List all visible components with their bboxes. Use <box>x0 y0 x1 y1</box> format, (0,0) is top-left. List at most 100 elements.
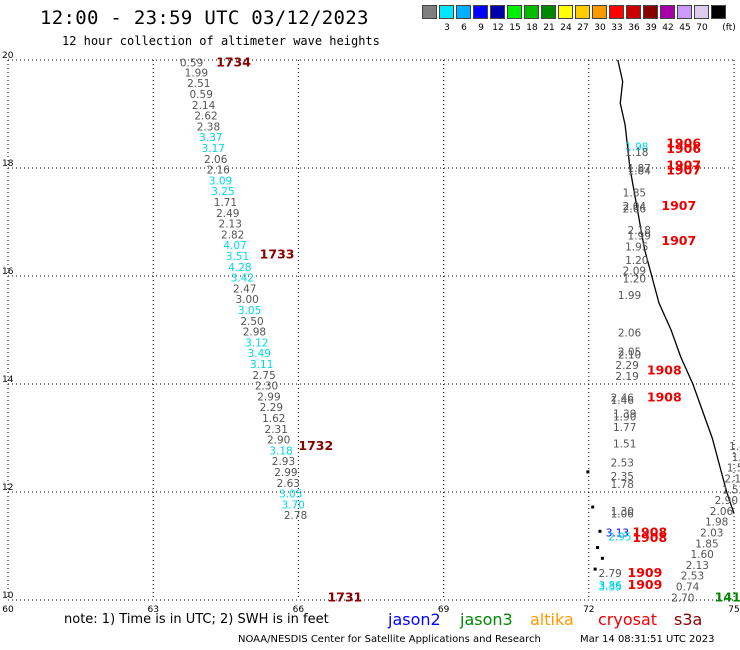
y-tick-label: 16 <box>2 267 14 277</box>
credit-line: NOAA/NESDIS Center for Satellite Applica… <box>238 634 541 645</box>
wave-height-value: 1.06 <box>611 509 635 521</box>
wave-height-value: 2.90 <box>715 495 738 507</box>
wave-height-value: 1.98 <box>705 517 728 529</box>
scale-label: 45 <box>679 23 691 33</box>
wave-height-value: 1.60 <box>732 452 740 464</box>
track-label: 1908 <box>647 363 682 378</box>
track-label: 141 <box>715 589 740 604</box>
wave-height-value: 2.38 <box>197 121 220 133</box>
x-tick-label: 66 <box>293 605 305 615</box>
scale-swatch <box>456 5 471 19</box>
scale-label: 39 <box>645 23 657 33</box>
scale-label: 12 <box>492 23 504 33</box>
scale-swatch <box>626 5 641 19</box>
wave-height-value: 1.87 <box>628 163 651 175</box>
track-label: 1731 <box>327 589 362 604</box>
wave-height-value: 2.98 <box>243 327 266 339</box>
timestamp: Mar 14 08:31:51 UTC 2023 <box>580 634 715 645</box>
wave-height-value: 1.95 <box>625 241 648 253</box>
wave-height-value: 2.06 <box>710 506 734 518</box>
wave-height-value: 2.29 <box>615 360 638 372</box>
wave-height-value: 2.66 <box>623 204 647 216</box>
wave-height-value: 3.05 <box>279 489 302 501</box>
scale-label: 42 <box>662 23 674 33</box>
track-label: 1907 <box>661 233 696 248</box>
wave-height-value: 2.46 <box>611 393 635 405</box>
wave-height-value: 2.79 <box>598 568 621 580</box>
wave-height-value: 2.30 <box>255 381 278 393</box>
page-subtitle: 12 hour collection of altimeter wave hei… <box>62 34 380 48</box>
wave-height-value: 1.71 <box>214 197 237 209</box>
island-marker <box>600 556 604 560</box>
wave-height-value: 1.18 <box>625 147 648 159</box>
wave-height-value: 1.85 <box>695 538 718 550</box>
wave-height-value: 1.39 <box>613 409 636 421</box>
track-label: 1909 <box>628 577 663 592</box>
wave-height-value: 3.51 <box>226 251 249 263</box>
wave-height-value: 1.60 <box>690 549 713 561</box>
island-marker <box>593 567 597 571</box>
wave-height-value: 3.49 <box>248 348 271 360</box>
track-label: 1733 <box>260 246 295 261</box>
wave-height-value: 2.03 <box>700 528 723 540</box>
wave-height-value: 3.13 <box>606 528 629 540</box>
scale-label: 3 <box>444 23 450 33</box>
wave-height-value: 3.12 <box>245 337 268 349</box>
track-label: 1908 <box>647 390 682 405</box>
wave-height-value: 3.17 <box>202 143 225 155</box>
page-title: 12:00 - 23:59 UTC 03/12/2023 <box>40 7 369 29</box>
scale-label: 30 <box>594 23 606 33</box>
y-tick-label: 12 <box>2 483 13 493</box>
wave-height-value: 3.00 <box>235 294 258 306</box>
wave-height-value: 0.74 <box>676 582 700 594</box>
x-tick-label: 72 <box>583 605 594 615</box>
wave-height-value: 2.53 <box>681 571 704 583</box>
x-tick-label: 60 <box>2 605 14 615</box>
wave-height-value: 2.63 <box>277 478 300 490</box>
track-label: 1732 <box>298 438 333 453</box>
wave-height-value: 2.93 <box>272 456 295 468</box>
island-marker <box>586 470 590 474</box>
wave-height-value: 1.98 <box>625 141 648 153</box>
wave-height-value: 3.09 <box>209 175 232 187</box>
legend-cryosat: cryosat <box>598 610 658 629</box>
scale-swatch <box>575 5 590 19</box>
wave-height-value: 2.06 <box>618 328 642 340</box>
scale-swatch <box>592 5 607 19</box>
scale-label: 33 <box>611 23 623 33</box>
track-label: 1908 <box>632 525 667 540</box>
wave-height-value: 2.14 <box>192 100 216 112</box>
wave-height-value: 2.19 <box>724 474 740 486</box>
scale-swatch <box>643 5 658 19</box>
scale-label: 9 <box>478 23 484 33</box>
x-tick-label: 69 <box>438 605 450 615</box>
y-tick-label: 14 <box>2 375 14 385</box>
scale-label: 18 <box>526 23 538 33</box>
coastline <box>617 59 735 514</box>
legend-s3a: s3a <box>674 610 703 629</box>
wave-height-value: 1.85 <box>623 187 646 199</box>
track-label: 1906 <box>666 141 701 156</box>
x-tick-label: 63 <box>147 605 158 615</box>
wave-height-value: 1.77 <box>613 422 636 434</box>
scale-unit: (ft) <box>722 23 736 33</box>
wave-height-value: 0.59 <box>190 89 213 101</box>
wave-height-value: 1.51 <box>613 438 636 450</box>
scale-swatch <box>558 5 573 19</box>
wave-height-value: 1.90 <box>613 411 636 423</box>
wave-height-value: 1.84 <box>628 166 652 178</box>
wave-height-value: 2.75 <box>252 370 275 382</box>
wave-height-value: 3.05 <box>238 305 261 317</box>
wave-height-value: 3.35 <box>598 582 621 594</box>
wave-height-value: 3.86 <box>598 580 622 592</box>
wave-height-value: 2.18 <box>628 225 651 237</box>
scale-swatch <box>439 5 454 19</box>
wave-height-value: 1.20 <box>625 255 648 267</box>
wave-height-value: 3.37 <box>199 132 222 144</box>
scale-swatch <box>490 5 505 19</box>
scale-label: 15 <box>509 23 521 33</box>
y-tick-label: 10 <box>2 591 14 601</box>
legend-altika: altika <box>530 610 574 629</box>
wave-height-value: 2.06 <box>204 154 228 166</box>
